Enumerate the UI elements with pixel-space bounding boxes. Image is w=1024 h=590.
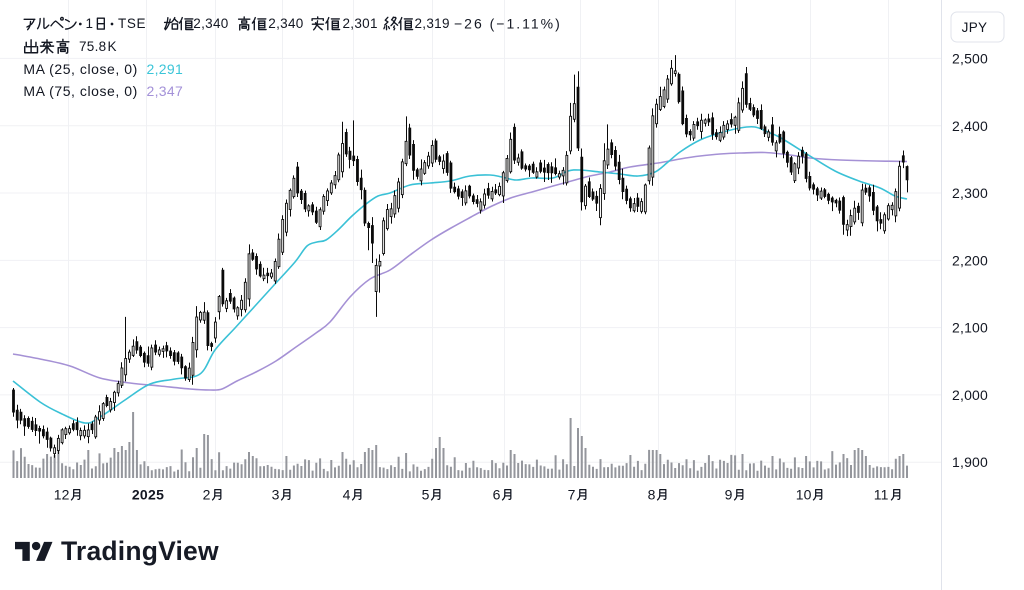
svg-text:2,000: 2,000 bbox=[952, 387, 988, 403]
svg-text:2,340: 2,340 bbox=[193, 16, 228, 31]
svg-text:9: 9 bbox=[725, 487, 733, 503]
svg-text:−26 (−1.11%): −26 (−1.11%) bbox=[454, 16, 562, 32]
svg-text:12: 12 bbox=[54, 487, 70, 503]
svg-text:2,291: 2,291 bbox=[147, 61, 184, 77]
svg-text:3: 3 bbox=[272, 487, 280, 503]
svg-text:6: 6 bbox=[493, 487, 501, 503]
svg-text:2,200: 2,200 bbox=[952, 252, 988, 268]
svg-text:MA (75, close, 0): MA (75, close, 0) bbox=[23, 83, 137, 99]
svg-text:2,300: 2,300 bbox=[952, 185, 988, 201]
svg-text:2025: 2025 bbox=[132, 487, 164, 503]
svg-text:1,900: 1,900 bbox=[952, 454, 988, 470]
svg-text:2,319: 2,319 bbox=[415, 16, 450, 31]
svg-text:8: 8 bbox=[648, 487, 656, 503]
svg-text:2,100: 2,100 bbox=[952, 320, 988, 336]
svg-text:TradingView: TradingView bbox=[61, 536, 219, 566]
svg-text:1: 1 bbox=[86, 16, 94, 31]
svg-text:2,340: 2,340 bbox=[268, 16, 303, 31]
svg-text:5: 5 bbox=[422, 487, 430, 503]
svg-text:11: 11 bbox=[874, 487, 889, 503]
svg-text:7: 7 bbox=[568, 487, 576, 503]
svg-text:TSE: TSE bbox=[118, 16, 146, 31]
svg-text:75.8: 75.8 bbox=[79, 39, 106, 54]
svg-text:2,347: 2,347 bbox=[147, 83, 184, 99]
svg-text:10: 10 bbox=[796, 487, 812, 503]
svg-text:JPY: JPY bbox=[962, 20, 988, 35]
svg-text:2,500: 2,500 bbox=[952, 50, 988, 66]
svg-text:2: 2 bbox=[203, 487, 211, 503]
svg-text:4: 4 bbox=[343, 487, 351, 503]
svg-text:2,301: 2,301 bbox=[343, 16, 378, 31]
svg-text:MA (25, close, 0): MA (25, close, 0) bbox=[23, 61, 137, 77]
svg-text:2,400: 2,400 bbox=[952, 118, 988, 134]
svg-text:K: K bbox=[108, 39, 117, 54]
